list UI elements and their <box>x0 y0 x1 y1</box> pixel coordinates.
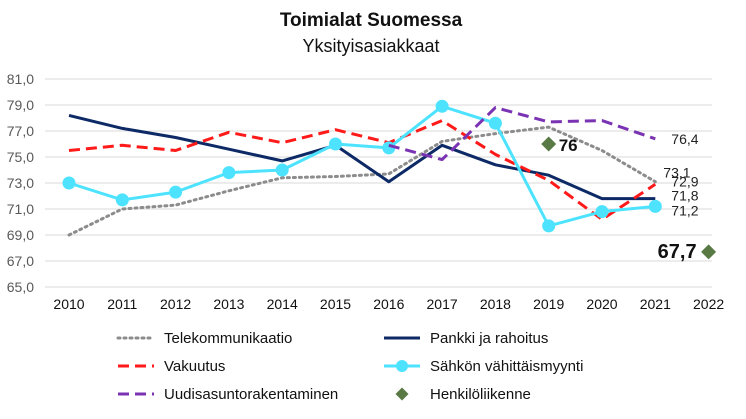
y-axis-ticks: 65,0 67,0 69,0 71,0 73,0 75,0 77,0 79,0 81,0 <box>7 71 34 295</box>
x-tick-label: 2011 <box>107 296 137 312</box>
y-tick-label: 65,0 <box>7 279 34 295</box>
legend-label: Telekommunikaatio <box>164 330 292 347</box>
y-tick-label: 71,0 <box>7 201 34 217</box>
series-lines <box>62 99 717 260</box>
x-tick-label: 2010 <box>53 296 84 312</box>
data-label: 71,2 <box>671 202 698 218</box>
chart-title: Toimialat Suomessa <box>280 10 463 31</box>
series-line <box>67 125 657 237</box>
legend-label: Uudisasuntorakentaminen <box>164 386 338 403</box>
legend-label: Pankki ja rahoitus <box>430 330 548 347</box>
legend-marker <box>395 387 409 401</box>
y-tick-label: 75,0 <box>7 149 34 165</box>
data-point <box>701 244 717 260</box>
data-point <box>541 136 557 152</box>
data-point <box>542 219 556 233</box>
legend-marker <box>396 360 408 372</box>
series-4 <box>388 106 656 162</box>
data-point <box>222 166 236 180</box>
data-point <box>275 163 289 177</box>
y-tick-label: 67,0 <box>7 253 34 269</box>
x-tick-label: 2019 <box>533 296 564 312</box>
series-line <box>68 113 656 201</box>
data-point <box>595 205 609 219</box>
data-point <box>435 99 449 113</box>
data-label: 73,1 <box>663 165 690 181</box>
series-line <box>68 119 657 221</box>
legend-label: Henkilöliikenne <box>430 386 531 403</box>
y-tick-label: 73,0 <box>7 175 34 191</box>
legend-item: Pankki ja rahoitus <box>384 330 548 347</box>
x-axis-ticks: 2010 2011 2012 2013 2014 2015 2016 2017 2018 2019… <box>53 296 724 312</box>
series-1 <box>68 113 656 201</box>
data-point <box>115 193 129 207</box>
legend-label: Vakuutus <box>164 358 225 375</box>
y-tick-label: 77,0 <box>7 123 34 139</box>
data-point <box>648 199 662 213</box>
data-label: 67,7 <box>658 241 697 263</box>
series-line <box>68 104 656 228</box>
x-tick-label: 2022 <box>693 296 724 312</box>
legend-item: Uudisasuntorakentaminen <box>118 386 338 403</box>
legend-item: Sähkön vähittäismyynti <box>384 358 583 375</box>
series-2 <box>68 119 657 221</box>
data-point <box>329 137 342 151</box>
series-3 <box>62 99 662 233</box>
series-0 <box>67 125 657 237</box>
data-label: 71,8 <box>671 188 698 204</box>
y-tick-label: 69,0 <box>7 227 34 243</box>
y-tick-label: 81,0 <box>7 71 34 87</box>
x-tick-label: 2013 <box>213 296 244 312</box>
legend-item: Telekommunikaatio <box>116 330 292 347</box>
x-tick-label: 2015 <box>320 296 351 312</box>
legend-item: Henkilöliikenne <box>395 386 531 403</box>
data-point <box>62 176 76 190</box>
data-label: 76 <box>559 136 578 155</box>
gridlines <box>45 78 712 288</box>
data-point <box>488 116 502 130</box>
data-labels: 76,4 73,172,971,871,2 76 67,7 <box>559 131 699 263</box>
x-tick-label: 2016 <box>373 296 404 312</box>
x-tick-label: 2012 <box>160 296 191 312</box>
legend: Telekommunikaatio Pankki ja rahoitus Vakuu… <box>116 330 583 403</box>
legend-item: Vakuutus <box>118 358 225 375</box>
data-label: 72,9 <box>671 173 698 189</box>
data-label: 76,4 <box>671 131 698 147</box>
chart-subtitle: Yksityisasiakkaat <box>302 36 439 56</box>
x-tick-label: 2017 <box>427 296 458 312</box>
series-5 <box>541 136 717 260</box>
y-tick-label: 79,0 <box>7 97 34 113</box>
x-tick-label: 2014 <box>267 296 298 312</box>
x-tick-label: 2018 <box>480 296 511 312</box>
x-tick-label: 2020 <box>586 296 617 312</box>
series-line <box>388 106 656 162</box>
data-point <box>169 185 183 199</box>
x-tick-label: 2021 <box>640 296 671 312</box>
legend-label: Sähkön vähittäismyynti <box>430 358 583 375</box>
